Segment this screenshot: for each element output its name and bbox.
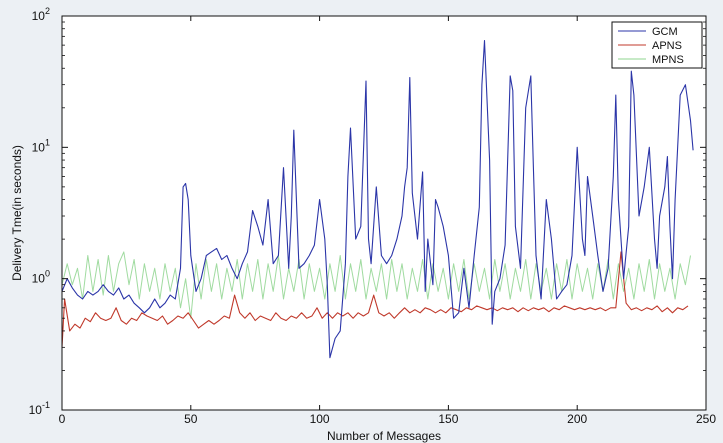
x-axis-label: Number of Messages bbox=[327, 429, 441, 443]
x-tick-label: 150 bbox=[438, 412, 458, 426]
legend-label-mpns: MPNS bbox=[652, 54, 684, 66]
x-tick-label: 100 bbox=[310, 412, 330, 426]
series-line-apns bbox=[61, 251, 689, 348]
x-tick-label: 200 bbox=[567, 412, 587, 426]
x-tick-label: 0 bbox=[59, 412, 66, 426]
x-tick-label: 250 bbox=[696, 412, 716, 426]
ticks-layer bbox=[61, 15, 707, 411]
legend: GCM APNS MPNS bbox=[611, 21, 703, 69]
x-tick-label: 50 bbox=[184, 412, 198, 426]
plot-area bbox=[62, 16, 706, 410]
plot-frame bbox=[61, 15, 707, 411]
legend-label-gcm: GCM bbox=[652, 26, 678, 38]
series-line-mpns bbox=[61, 251, 691, 319]
series-line-gcm bbox=[61, 40, 694, 359]
legend-box bbox=[611, 21, 703, 69]
legend-label-apns: APNS bbox=[652, 40, 682, 52]
y-axis-label: Delivery Tme(in seconds) bbox=[10, 145, 24, 281]
series-layer bbox=[61, 40, 694, 359]
